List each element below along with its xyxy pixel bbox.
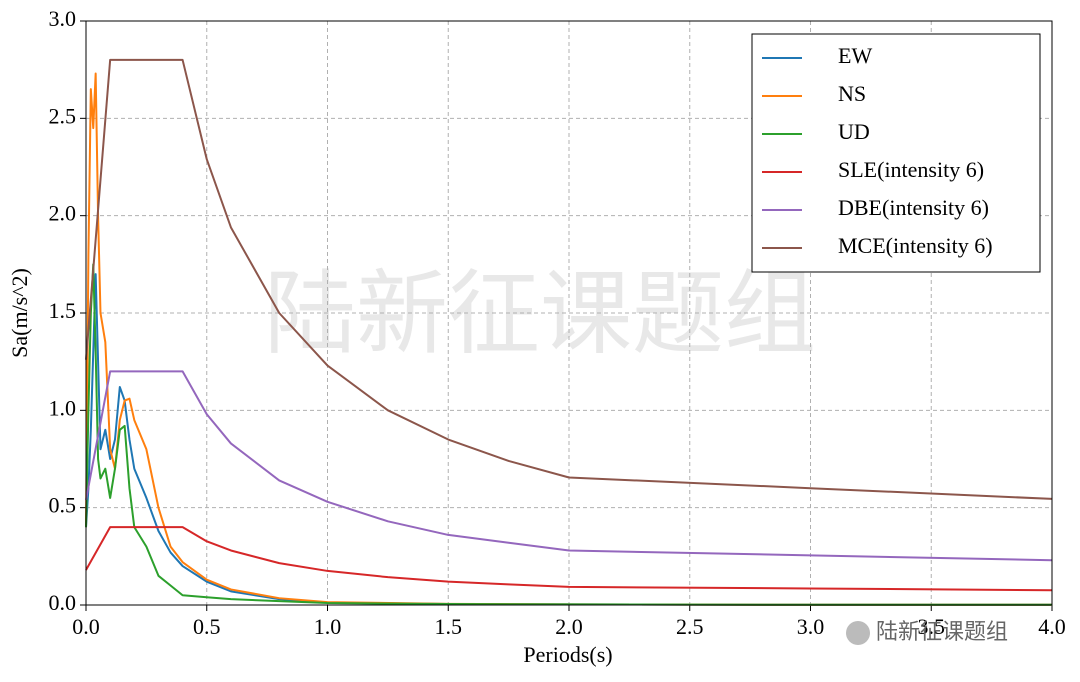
y-tick-label: 2.5 [49, 103, 77, 128]
y-tick-label: 2.0 [49, 201, 77, 226]
x-tick-label: 0.0 [72, 614, 100, 639]
credit: 陆新征课题组 [876, 620, 1008, 645]
legend-label: DBE(intensity 6) [838, 195, 989, 220]
legend-box [751, 33, 1041, 273]
x-axis-label: Periods(s) [523, 642, 612, 667]
x-tick-label: 2.5 [676, 614, 704, 639]
legend: EW NS UD SLE(intensity 6) DBE(intensity 6) MC… [751, 33, 1041, 273]
x-tick-label: 2.0 [555, 614, 583, 639]
x-tick-label: 1.5 [435, 614, 463, 639]
series-line [85, 526, 1053, 592]
plot-frame [85, 20, 1053, 606]
plot-area: 0.0 0.5 1.0 1.5 2.0 2.5 3.0 3.5 4.0 0.0 0.5 1.0 1.5 2… [49, 6, 1066, 639]
legend-label: SLE(intensity 6) [838, 157, 984, 182]
series-line [85, 370, 1053, 562]
wechat-icon [846, 621, 870, 645]
x-tick-label: 1.0 [314, 614, 342, 639]
series-line [85, 58, 1053, 500]
y-tick-label: 3.0 [49, 6, 77, 31]
y-tick-label: 1.5 [49, 298, 77, 323]
series-line [85, 263, 1052, 606]
y-tick-label: 1.0 [49, 395, 77, 420]
x-tick-label: 3.5 [918, 614, 946, 639]
y-tick-label: 0.5 [49, 493, 77, 518]
x-tick-label: 4.0 [1038, 614, 1066, 639]
y-tick-label: 0.0 [49, 590, 77, 615]
watermark: 陆新征课题组 [264, 260, 816, 367]
legend-label: NS [838, 81, 866, 106]
legend-label: UD [838, 119, 870, 144]
x-tick-label: 0.5 [193, 614, 221, 639]
series-line [85, 72, 1052, 606]
legend-label: MCE(intensity 6) [838, 233, 993, 258]
y-axis-label: Sa(m/s^2) [7, 268, 32, 358]
x-tick-label: 3.0 [797, 614, 825, 639]
legend-label: EW [838, 43, 872, 68]
